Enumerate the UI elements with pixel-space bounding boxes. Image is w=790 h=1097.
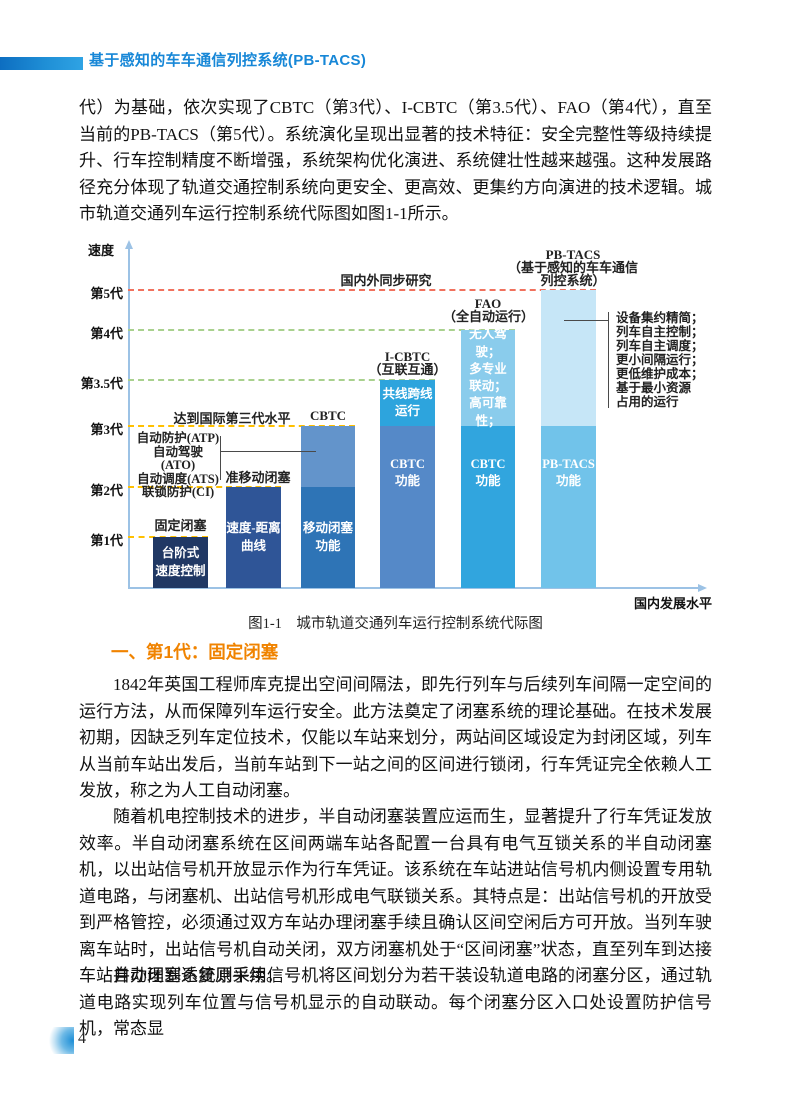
header-accent-bar xyxy=(0,57,83,70)
callout-atp-pointer-line xyxy=(221,451,316,452)
bar-title-fixed-block: 固定闭塞 xyxy=(154,518,207,533)
bar-pbtacs-upper-segment xyxy=(541,290,596,426)
bar-icbtc-upper-segment: 共线跨线 运行 xyxy=(380,380,435,426)
bar-fao-lower-label: CBTC 功能 xyxy=(470,457,506,489)
refline-gen3-5 xyxy=(128,379,435,381)
bar-title-pbtacs: PB-TACS （基于感知的车车通信 列控系统） xyxy=(507,247,638,288)
bar-icbtc-upper-label: 共线跨线 运行 xyxy=(382,386,433,418)
bar-cbtc-upper-segment xyxy=(301,426,355,487)
running-head-title: 基于感知的车车通信列控系统(PB-TACS) xyxy=(89,52,367,69)
section-heading-gen1: 一、第1代：固定闭塞 xyxy=(111,642,279,662)
page-number-ornament xyxy=(47,1027,74,1054)
refline-gen2 xyxy=(128,486,281,488)
annotation-sync-research: 国内外同步研究 xyxy=(340,273,432,288)
refline-gen5 xyxy=(128,289,596,291)
paragraph-4: 自动闭塞系统则采用信号机将区间划分为若干装设轨道电路的闭塞分区，通过轨道电路实现… xyxy=(79,966,712,1038)
callout-pbtacs-bracket-line xyxy=(608,312,609,408)
y-tick-gen2: 第2代 xyxy=(90,483,123,498)
bar-pbtacs-lower-label: PB-TACS 功能 xyxy=(542,457,595,489)
x-axis-arrow-icon xyxy=(698,584,707,592)
paragraph-2: 1842年英国工程师库克提出空间间隔法，即先行列车与后续列车间隔一定空间的运行方… xyxy=(79,675,712,800)
bar-icbtc-lower-label: CBTC 功能 xyxy=(390,457,425,489)
y-tick-gen4: 第4代 xyxy=(90,326,123,341)
bar-quasi-moving-block-label: 速度-距离 曲线 xyxy=(226,521,281,553)
y-tick-gen3: 第3代 xyxy=(90,422,123,437)
paragraph-3: 随着机电控制技术的进步，半自动闭塞装置应运而生，显著提升了行车凭证发放效率。半自… xyxy=(79,807,712,985)
bar-cbtc-lower-label: 移动闭塞 功能 xyxy=(302,521,353,553)
bar-title-icbtc: I-CBTC （互联互通） xyxy=(368,349,447,377)
bar-title-fao: FAO （全自动运行） xyxy=(443,296,535,324)
y-tick-gen1: 第1代 xyxy=(90,533,123,548)
refline-gen3 xyxy=(128,425,355,427)
bar-cbtc-lower-segment: 移动闭塞 功能 xyxy=(301,487,355,588)
bar-fao-lower-segment: CBTC 功能 xyxy=(461,426,515,588)
callout-atp-bracket-line xyxy=(220,436,221,480)
bar-icbtc-lower-segment: CBTC 功能 xyxy=(380,426,435,588)
y-axis-arrow-icon xyxy=(125,240,133,249)
bar-fao-upper-label: 无人驾驶； 多专业 联动； 高可靠性； xyxy=(469,327,507,428)
refline-gen4 xyxy=(128,329,515,331)
figure-caption: 图1-1 城市轨道交通列车运行控制系统代际图 xyxy=(248,616,543,632)
figure-1-1-chart: 速度 国内发展水平 第1代 第2代 第3代 第3.5代 第4代 第5代 台阶式 … xyxy=(78,240,758,612)
x-axis xyxy=(128,587,700,589)
bar-pbtacs-lower-segment: PB-TACS 功能 xyxy=(541,426,596,588)
y-tick-gen3-5: 第3.5代 xyxy=(80,376,123,391)
annotation-intl-gen3-level: 达到国际第三代水平 xyxy=(173,411,291,426)
bar-quasi-moving-block-segment: 速度-距离 曲线 xyxy=(226,487,281,588)
y-axis-label: 速度 xyxy=(88,243,115,258)
callout-pbtacs-features: 设备集约精简； 列车自主控制； 列车自主调度； 更小间隔运行； 更低维护成本； … xyxy=(616,311,704,409)
bar-fixed-block-label: 台阶式 速度控制 xyxy=(155,546,206,578)
paragraph-1: 代）为基础，依次实现了CBTC（第3代）、I-CBTC（第3.5代）、FAO（第… xyxy=(79,98,712,223)
callout-pbtacs-pointer-line xyxy=(564,320,608,321)
y-axis xyxy=(128,248,130,588)
bar-fao-upper-segment: 无人驾驶； 多专业 联动； 高可靠性； xyxy=(461,327,515,428)
callout-atp-ato-ats-ci: 自动防护(ATP) 自动驾驶(ATO) 自动调度(ATS) 联锁防护(CI) xyxy=(136,431,220,499)
page-number: 4 xyxy=(78,1030,86,1047)
x-axis-label: 国内发展水平 xyxy=(634,596,713,611)
bar-fixed-block-segment: 台阶式 速度控制 xyxy=(153,537,208,588)
y-tick-gen5: 第5代 xyxy=(90,286,123,301)
bar-title-quasi-moving-block: 准移动闭塞 xyxy=(225,470,291,485)
bar-title-cbtc: CBTC xyxy=(309,408,347,423)
